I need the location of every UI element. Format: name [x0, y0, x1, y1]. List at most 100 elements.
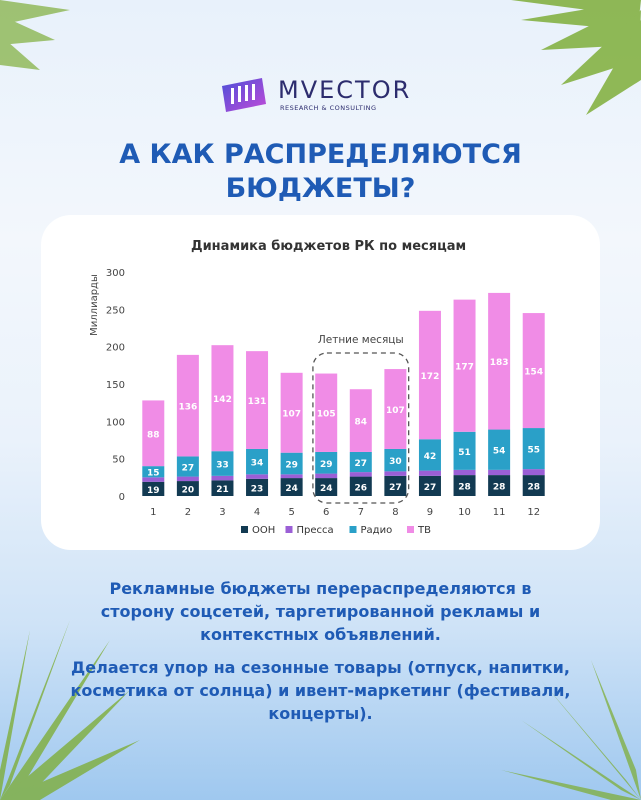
x-tick-label: 7: [358, 507, 364, 518]
bar-segment: [488, 292, 511, 430]
page-title: А КАК РАСПРЕДЕЛЯЮТСЯ БЮДЖЕТЫ?: [119, 139, 522, 204]
annotation-label: Летние месяцы: [318, 334, 404, 346]
bar-segment: [211, 480, 234, 496]
x-tick-label: 12: [527, 507, 540, 518]
legend-label: Пресса: [297, 525, 334, 536]
data-label: 107: [282, 410, 301, 420]
data-label: 88: [147, 430, 160, 440]
data-label: 142: [213, 395, 232, 405]
bar-segment: [453, 299, 476, 432]
data-label: 42: [424, 452, 437, 462]
legend-swatch: [407, 526, 414, 533]
bar-segment: [384, 471, 407, 476]
bar-segment: [142, 466, 165, 478]
bar-segment: [522, 475, 545, 496]
data-label: 55: [527, 446, 540, 456]
bar-segment: [211, 451, 234, 476]
data-label: 23: [251, 484, 264, 494]
palm-leaf-top-left: [0, 0, 70, 70]
chart-ylabel: Миллиарды: [89, 274, 100, 336]
brand-logo-icon: [222, 78, 266, 112]
bar-segment: [384, 475, 407, 496]
paragraph-2: Делается упор на сезонные товары (отпуск…: [70, 658, 571, 723]
y-tick-label: 100: [106, 417, 125, 428]
bar-segment: [315, 451, 338, 474]
x-tick-label: 8: [392, 507, 398, 518]
bar-segment: [246, 448, 269, 475]
bar-segment: [488, 429, 511, 470]
bar-segment: [280, 372, 303, 453]
data-label: 29: [320, 460, 333, 470]
data-label: 183: [490, 358, 509, 368]
bar-segment: [488, 469, 511, 476]
y-tick-label: 150: [106, 380, 125, 391]
bar-segment: [246, 351, 269, 449]
x-tick-label: 2: [185, 507, 191, 518]
brand-name: MVECTOR: [278, 76, 412, 104]
palm-leaf-bottom-left: [0, 620, 140, 800]
data-label: 26: [355, 483, 368, 493]
bar-segment: [418, 470, 441, 476]
bar-segment: [176, 476, 199, 482]
bar-segment: [142, 400, 165, 467]
data-label: 136: [178, 403, 197, 413]
bar-segment: [522, 313, 545, 429]
data-label: 54: [493, 447, 506, 457]
bar-segment: [349, 472, 372, 477]
legend-label: Радио: [361, 525, 393, 536]
bar-segment: [176, 481, 199, 496]
data-label: 172: [421, 372, 440, 382]
data-label: 28: [527, 483, 540, 493]
bar-segment: [246, 474, 269, 479]
bar-segment: [315, 478, 338, 496]
bar-segment: [418, 439, 441, 471]
bar-segment: [488, 475, 511, 496]
data-label: 154: [524, 368, 543, 378]
bar-segment: [280, 478, 303, 496]
bar-segment: [280, 452, 303, 475]
x-tick-label: 1: [150, 507, 156, 518]
data-label: 105: [317, 410, 336, 420]
bar-segment: [522, 469, 545, 476]
bar-segment: [349, 476, 372, 496]
x-tick-label: 9: [427, 507, 433, 518]
bar-segment: [418, 310, 441, 440]
bar-segment: [176, 456, 199, 477]
y-tick-label: 250: [106, 305, 125, 316]
data-label: 28: [493, 483, 506, 493]
data-label: 27: [424, 483, 437, 493]
legend-label: ТВ: [417, 525, 431, 536]
data-label: 107: [386, 406, 405, 416]
bar-segment: [384, 369, 407, 449]
data-label: 27: [389, 483, 402, 493]
bar-segment: [176, 354, 199, 457]
bar-segment: [315, 473, 338, 479]
bar-segment: [349, 389, 372, 452]
bar-segment: [453, 431, 476, 470]
data-label: 28: [458, 483, 471, 493]
bar-segment: [142, 481, 165, 496]
data-label: 24: [285, 484, 298, 494]
bar-segment: [280, 474, 303, 479]
bar-segment: [211, 475, 234, 481]
chart-card: Динамика бюджетов РК по месяцам Миллиард…: [41, 215, 600, 550]
x-tick-label: 11: [493, 507, 506, 518]
y-tick-label: 200: [106, 343, 125, 354]
x-tick-label: 10: [458, 507, 471, 518]
x-tick-label: 4: [254, 507, 260, 518]
brand-logo: MVECTOR RESEARCH & CONSULTING: [222, 76, 422, 116]
bar-segment: [522, 428, 545, 470]
x-tick-label: 3: [219, 507, 225, 518]
bar-segment: [453, 475, 476, 496]
bar-segment: [246, 478, 269, 496]
bar-segment: [315, 373, 338, 452]
palm-leaf-top-right: [511, 0, 641, 115]
bar-segment: [142, 477, 165, 482]
data-label: 19: [147, 486, 160, 496]
x-tick-label: 5: [288, 507, 294, 518]
data-label: 34: [251, 459, 264, 469]
data-label: 21: [216, 485, 229, 495]
data-label: 24: [320, 484, 333, 494]
palm-leaf-bottom-right: [501, 660, 641, 800]
legend-swatch: [285, 526, 293, 533]
